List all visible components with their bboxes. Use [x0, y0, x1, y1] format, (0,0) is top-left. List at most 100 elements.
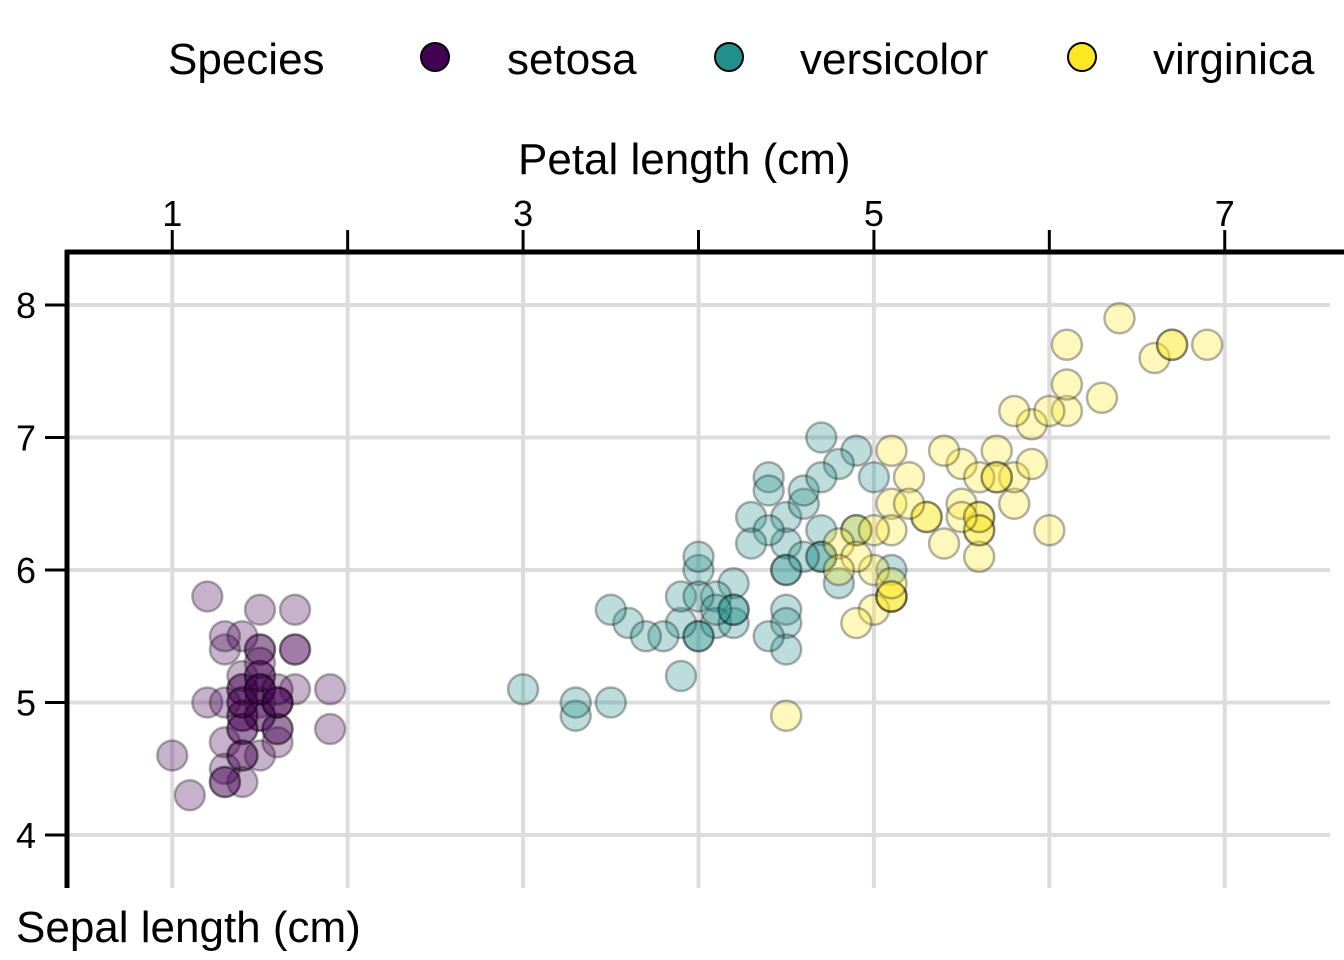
y-axis-title: Sepal length (cm) [16, 903, 361, 952]
x-tick-label: 1 [162, 193, 182, 234]
point-virginica [1190, 328, 1224, 361]
point-setosa [243, 659, 277, 693]
point-setosa [226, 699, 259, 732]
point-virginica [1015, 447, 1049, 481]
point-virginica [1155, 328, 1189, 361]
point-setosa [243, 673, 277, 706]
point-virginica [962, 461, 996, 494]
point-versicolor [822, 447, 856, 481]
point-setosa [226, 739, 259, 772]
point-versicolor [787, 540, 820, 573]
point-setosa [278, 633, 312, 666]
point-virginica [875, 487, 908, 520]
point-virginica [1033, 394, 1066, 428]
point-virginica [980, 461, 1013, 494]
point-virginica [875, 434, 908, 467]
point-setosa [226, 686, 259, 719]
point-setosa [226, 686, 259, 719]
point-setosa [261, 712, 294, 746]
point-setosa [243, 699, 277, 732]
point-versicolor [787, 474, 820, 507]
axes: 1 3 5 7 4 5 6 7 8 [16, 193, 1344, 888]
point-versicolor [682, 620, 715, 653]
point-setosa [313, 673, 347, 706]
point-setosa [226, 765, 259, 799]
point-setosa [208, 752, 242, 785]
point-virginica [875, 580, 908, 613]
point-setosa [278, 673, 312, 706]
point-virginica [875, 567, 908, 600]
point-virginica [840, 606, 873, 640]
point-virginica [769, 699, 803, 732]
data-points [156, 302, 1224, 812]
x-axis-title: Petal length (cm) [518, 135, 851, 184]
legend-key-virginica [1067, 42, 1097, 72]
point-setosa [226, 699, 259, 732]
point-setosa [208, 726, 242, 759]
point-versicolor [805, 514, 838, 547]
point-versicolor [769, 606, 803, 640]
point-virginica [1155, 328, 1189, 361]
point-versicolor [822, 567, 856, 600]
point-virginica [927, 434, 961, 467]
point-versicolor [805, 540, 838, 573]
point-versicolor [682, 580, 715, 613]
point-virginica [822, 553, 856, 587]
point-versicolor [594, 593, 628, 626]
point-setosa [208, 620, 242, 653]
point-versicolor [769, 527, 803, 560]
point-virginica [1103, 302, 1136, 335]
y-tick-label: 6 [16, 550, 36, 591]
point-versicolor [559, 686, 592, 719]
point-virginica [892, 487, 926, 520]
point-versicolor [682, 540, 715, 573]
point-virginica [910, 500, 943, 534]
point-setosa [261, 686, 294, 719]
point-virginica [875, 580, 908, 613]
point-versicolor [769, 553, 803, 587]
point-setosa [173, 779, 207, 812]
point-versicolor [717, 606, 750, 640]
point-versicolor [769, 593, 803, 626]
point-virginica [980, 434, 1013, 467]
point-virginica [910, 500, 943, 534]
point-versicolor [699, 606, 733, 640]
point-versicolor [769, 553, 803, 587]
point-versicolor [594, 686, 628, 719]
legend-key-versicolor [714, 42, 744, 72]
point-virginica [875, 580, 908, 613]
point-setosa [226, 659, 259, 693]
point-setosa [208, 633, 242, 666]
point-virginica [822, 527, 856, 560]
legend-key-setosa [420, 42, 450, 72]
point-setosa [243, 646, 277, 679]
point-setosa [261, 686, 294, 719]
point-versicolor [717, 593, 750, 626]
point-virginica [998, 461, 1031, 494]
point-versicolor [664, 659, 698, 693]
gridlines [67, 252, 1330, 888]
point-versicolor [857, 461, 891, 494]
point-setosa [208, 765, 242, 799]
point-virginica [1085, 381, 1119, 414]
legend-label-setosa: setosa [507, 35, 637, 84]
point-setosa [226, 712, 259, 746]
point-virginica [1033, 514, 1066, 547]
point-versicolor [734, 527, 768, 560]
point-versicolor [717, 567, 750, 600]
point-versicolor [629, 620, 663, 653]
point-versicolor [769, 500, 803, 534]
point-versicolor [699, 593, 733, 626]
point-versicolor [752, 461, 785, 494]
point-virginica [962, 540, 996, 573]
point-setosa [261, 726, 294, 759]
point-setosa [243, 673, 277, 706]
y-tick-label: 4 [16, 815, 36, 856]
point-virginica [980, 461, 1013, 494]
point-virginica [927, 527, 961, 560]
point-setosa [226, 620, 259, 653]
point-virginica [945, 447, 978, 481]
point-setosa [243, 659, 277, 693]
point-virginica [1138, 341, 1171, 375]
point-versicolor [787, 487, 820, 520]
